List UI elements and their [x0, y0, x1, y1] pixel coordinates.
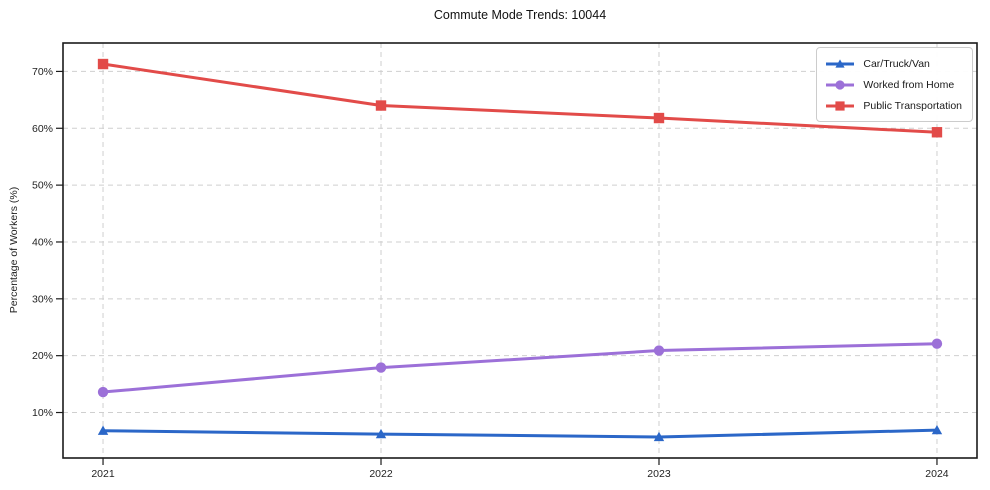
series-line	[101, 428, 939, 439]
data-point-marker	[375, 362, 387, 373]
data-point-marker	[97, 58, 109, 70]
y-axis-label: Percentage of Workers (%)	[8, 186, 20, 314]
y-tick-label: 50%	[32, 180, 53, 192]
square-legend-marker-icon	[826, 100, 855, 111]
y-tick-label: 70%	[32, 66, 53, 78]
y-tick-label: 60%	[32, 123, 53, 135]
series-line	[101, 342, 939, 394]
data-point-marker	[653, 431, 665, 442]
x-tick-label: 2024	[925, 468, 949, 480]
triangle-legend-marker-icon	[826, 58, 855, 68]
data-point-marker	[835, 79, 845, 90]
y-tick-label: 30%	[32, 293, 53, 305]
data-point-marker	[835, 58, 845, 68]
data-point-marker	[97, 386, 109, 398]
data-point-marker	[653, 345, 665, 356]
data-point-marker	[653, 112, 665, 124]
legend-item: Public Transportation	[824, 95, 962, 116]
data-point-marker	[375, 428, 387, 439]
x-tick-label: 2021	[91, 468, 115, 480]
circle-legend-marker-icon	[826, 79, 855, 90]
y-tick-label: 40%	[32, 236, 53, 248]
legend-label: Car/Truck/Van	[863, 57, 930, 70]
data-point-marker	[375, 100, 387, 111]
data-point-marker	[931, 338, 943, 349]
y-tick-label: 20%	[32, 350, 53, 362]
data-point-marker	[835, 100, 845, 111]
x-tick-label: 2022	[369, 468, 393, 480]
y-tick-label: 10%	[32, 407, 53, 419]
x-tick-label: 2023	[647, 468, 671, 480]
data-point-marker	[931, 127, 943, 138]
series-line	[101, 62, 939, 134]
legend-label: Worked from Home	[863, 78, 955, 91]
data-point-marker	[931, 424, 943, 435]
data-point-marker	[97, 425, 109, 435]
legend: Car/Truck/Van Worked from Home Public Tran…	[816, 47, 973, 122]
legend-item: Car/Truck/Van	[824, 53, 962, 74]
legend-item: Worked from Home	[824, 74, 962, 95]
legend-label: Public Transportation	[863, 99, 962, 112]
plot-border	[62, 42, 978, 459]
chart-title: Commute Mode Trends: 10044	[433, 8, 607, 22]
